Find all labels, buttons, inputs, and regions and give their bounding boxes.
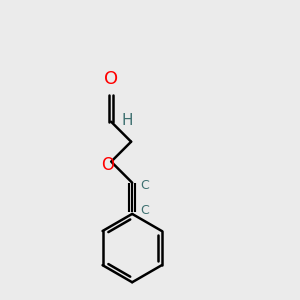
- Text: H: H: [122, 113, 133, 128]
- Text: C: C: [140, 203, 149, 217]
- Text: C: C: [140, 178, 149, 192]
- Text: O: O: [101, 156, 114, 174]
- Text: O: O: [104, 70, 118, 88]
